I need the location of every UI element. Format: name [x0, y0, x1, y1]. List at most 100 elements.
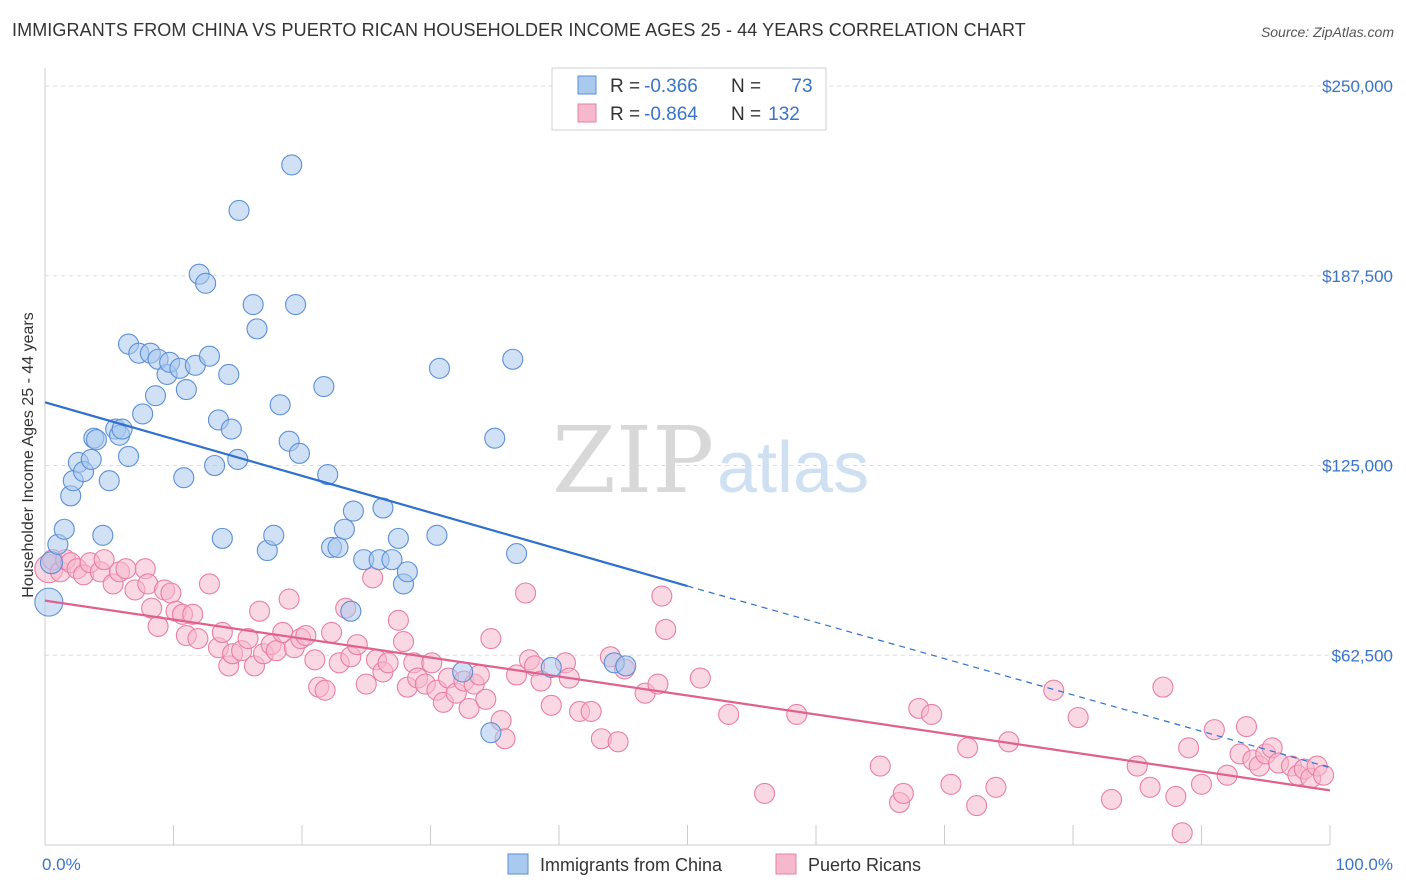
pr-point-25 — [198, 573, 221, 595]
china-point-64 — [452, 661, 474, 683]
pr-point-93 — [718, 703, 740, 726]
china-point-48 — [313, 376, 335, 398]
china-point-3 — [53, 518, 75, 540]
china-point-11 — [92, 524, 114, 546]
china-point-69 — [540, 656, 562, 678]
legend-n-value-pr: 132 — [768, 104, 800, 125]
pr-point-51 — [362, 567, 384, 589]
china-point-46 — [285, 294, 307, 316]
pr-point-110 — [1139, 776, 1161, 798]
china-point-45 — [281, 154, 303, 176]
china-point-35 — [218, 363, 240, 385]
legend-r-label-china: R = — [610, 76, 640, 97]
pr-point-104 — [985, 776, 1007, 798]
pr-point-111 — [1152, 676, 1174, 698]
china-point-34 — [211, 527, 233, 549]
china-trend-line — [44, 401, 688, 588]
legend-box — [551, 67, 827, 131]
pr-point-101 — [940, 773, 962, 795]
grid-lines — [45, 85, 1393, 656]
legend-r-value-pr: -0.864 — [644, 104, 698, 125]
china-point-58 — [381, 549, 403, 571]
china-point-51 — [327, 536, 349, 559]
legend-swatch-pr — [577, 103, 597, 123]
y-tick-label-3: $250,000 — [1322, 77, 1393, 96]
pr-point-19 — [160, 582, 182, 604]
legend-n-label-pr: N = — [731, 104, 761, 125]
china-point-8 — [80, 448, 102, 470]
pr-point-12 — [115, 558, 137, 580]
pr-point-119 — [1235, 716, 1258, 738]
y-tick-labels: $62,500 $125,000 $187,500 $250,000 — [1322, 77, 1393, 665]
pr-point-54 — [377, 652, 399, 674]
pr-point-50 — [355, 673, 377, 695]
pr-point-90 — [651, 585, 673, 607]
china-point-63 — [428, 357, 451, 379]
pr-point-56 — [392, 631, 415, 653]
china-point-43 — [269, 394, 291, 416]
zipatlas-watermark: ZIP atlas — [552, 407, 869, 514]
pr-point-42 — [304, 649, 326, 671]
pr-point-89 — [647, 673, 669, 695]
pr-point-112 — [1165, 785, 1187, 807]
pr-point-107 — [1067, 706, 1089, 729]
china-point-12 — [98, 470, 120, 492]
pr-point-55 — [387, 609, 409, 631]
pr-point-67 — [458, 697, 480, 719]
pr-point-109 — [1126, 755, 1148, 777]
pr-point-70 — [475, 688, 497, 710]
pr-point-100 — [921, 703, 943, 726]
china-point-54 — [342, 500, 364, 522]
x-tick-label-1: 100.0% — [1335, 855, 1393, 874]
china-point-66 — [484, 427, 506, 449]
pr-point-31 — [237, 628, 259, 650]
china-point-67 — [502, 348, 524, 370]
china-point-53 — [340, 600, 362, 622]
pr-point-98 — [892, 782, 914, 804]
china-point-30 — [195, 272, 217, 294]
china-point-61 — [396, 561, 418, 583]
pr-point-71 — [480, 628, 502, 650]
puerto-ricans-points — [34, 549, 1335, 844]
pr-point-9 — [93, 549, 115, 571]
china-point-10 — [85, 429, 107, 451]
series-legend: Immigrants from China Puerto Ricans — [507, 853, 921, 875]
china-point-19 — [132, 403, 154, 425]
pr-point-95 — [786, 703, 808, 726]
legend-swatch-china — [577, 75, 597, 95]
pr-point-114 — [1178, 737, 1200, 759]
series-legend-swatch-pr — [775, 853, 797, 875]
pr-point-115 — [1190, 773, 1213, 795]
y-axis-label: Householder Income Ages 25 - 44 years — [20, 312, 37, 598]
pr-point-79 — [540, 694, 562, 716]
pr-point-24 — [187, 628, 209, 650]
pr-point-44 — [314, 679, 336, 701]
pr-point-83 — [580, 700, 602, 722]
china-point-40 — [246, 318, 268, 340]
pr-point-102 — [957, 737, 979, 759]
china-point-16 — [117, 445, 140, 467]
x-tick-labels: 0.0% 100.0% — [42, 855, 1393, 874]
pr-point-106 — [1043, 679, 1065, 701]
china-point-62 — [426, 524, 448, 546]
x-tick-label-0: 0.0% — [42, 855, 81, 874]
pr-point-41 — [295, 624, 317, 647]
y-tick-label-0: $62,500 — [1332, 646, 1393, 665]
china-point-1 — [39, 551, 63, 575]
china-point-52 — [333, 518, 355, 540]
y-tick-label-2: $187,500 — [1322, 267, 1393, 286]
legend-r-label-pr: R = — [610, 104, 640, 125]
china-point-27 — [175, 379, 197, 401]
pr-point-23 — [182, 603, 204, 625]
axes — [44, 68, 1331, 846]
china-point-47 — [288, 442, 310, 464]
series-legend-label-pr: Puerto Ricans — [808, 855, 921, 875]
pr-trend-line — [44, 599, 1331, 792]
pr-point-86 — [607, 731, 629, 753]
legend-r-value-china: -0.366 — [644, 76, 698, 97]
china-point-39 — [242, 294, 264, 316]
china-point-68 — [506, 542, 528, 565]
china-point-36 — [220, 418, 242, 440]
pr-point-45 — [321, 621, 343, 644]
